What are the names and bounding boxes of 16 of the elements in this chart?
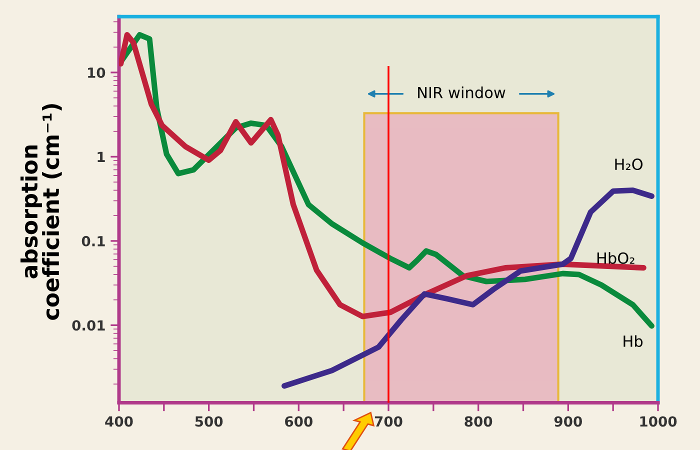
y-tick-label: 0.1 bbox=[82, 236, 105, 246]
y-tick-label: 10 bbox=[88, 67, 106, 78]
x-tick-label: 900 bbox=[554, 416, 582, 427]
band-label: NIR window bbox=[418, 86, 506, 98]
x-tick-label: 1000 bbox=[640, 416, 677, 427]
y-tick-label: 1 bbox=[98, 152, 105, 162]
series-label: H₂O bbox=[615, 158, 643, 170]
series-label: HbO₂ bbox=[597, 252, 634, 264]
x-tick-label: 500 bbox=[195, 416, 223, 427]
x-tick-label: 600 bbox=[285, 416, 312, 427]
x-tick-label: 800 bbox=[464, 416, 492, 427]
y-axis-title: absorption coefficient (cm⁻¹) bbox=[20, 104, 62, 320]
x-tick-label: 400 bbox=[105, 416, 133, 427]
x-tick-label: 700 bbox=[374, 416, 402, 427]
series-label: Hb bbox=[624, 335, 643, 348]
y-tick-label: 0.01 bbox=[72, 320, 105, 331]
